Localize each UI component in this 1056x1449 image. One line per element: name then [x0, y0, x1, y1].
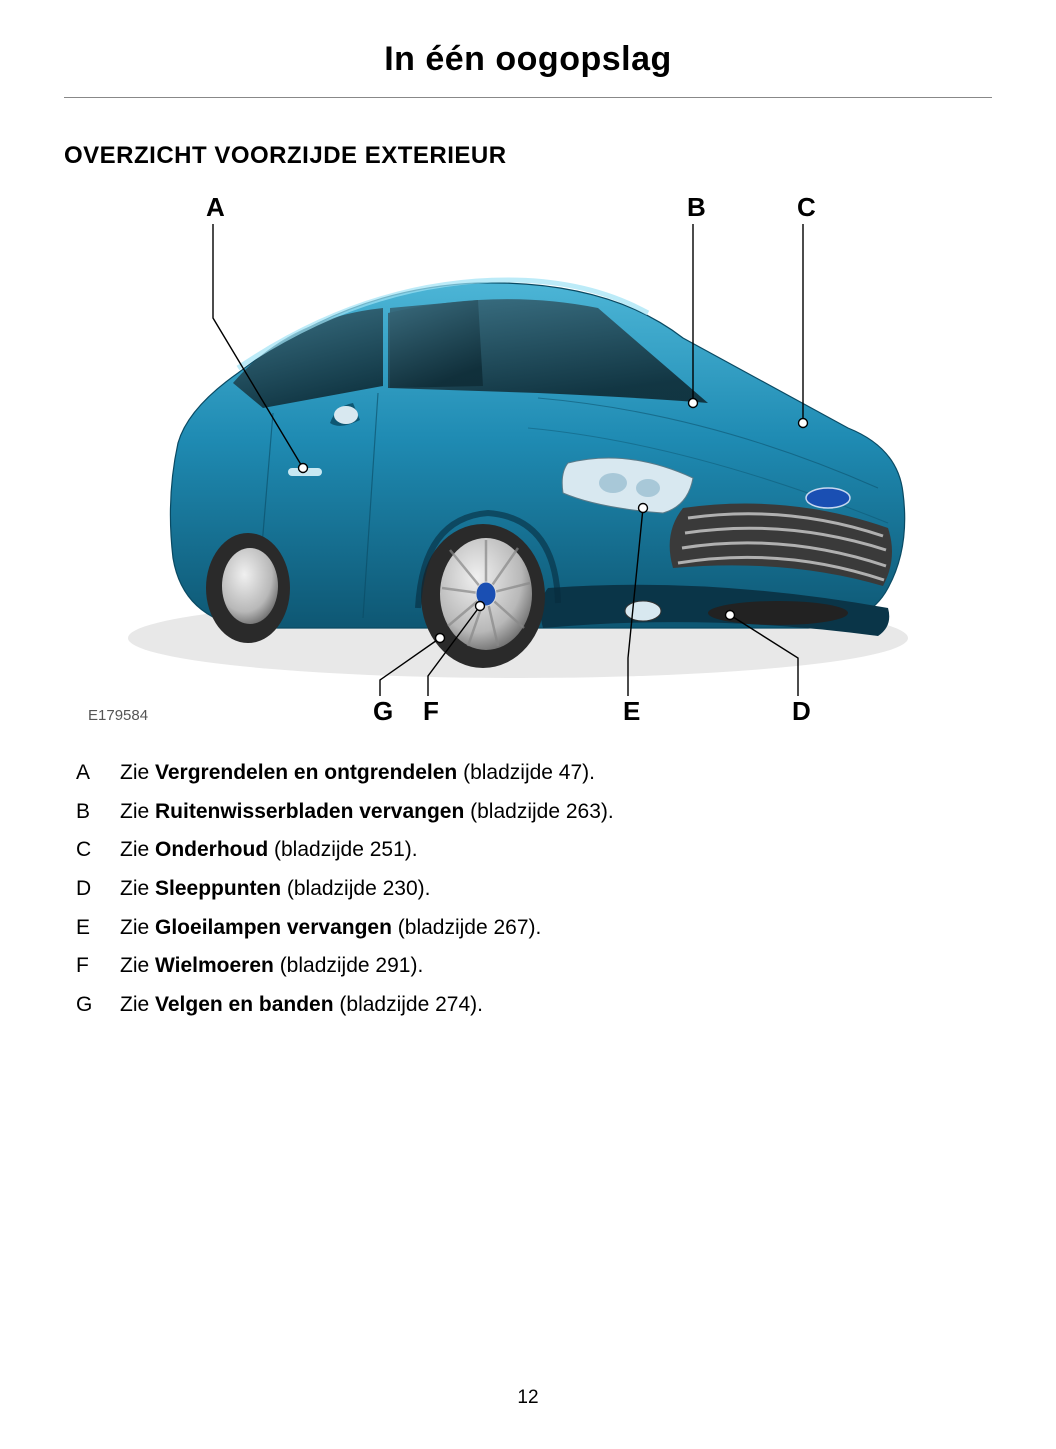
list-item-letter: G [64, 988, 120, 1023]
list-item-letter: D [64, 872, 120, 907]
list-item-text: Zie Velgen en banden (bladzijde 274). [120, 988, 483, 1023]
list-item-letter: E [64, 911, 120, 946]
list-item: F Zie Wielmoeren (bladzijde 291). [64, 949, 992, 984]
callout-label-c: C [795, 192, 818, 223]
list-item-text: Zie Vergrendelen en ontgrendelen (bladzi… [120, 756, 595, 791]
list-item: A Zie Vergrendelen en ontgrendelen (blad… [64, 756, 992, 791]
chapter-title: In één oogopslag [64, 40, 992, 98]
exterior-diagram: A B C D E F G E179584 [88, 188, 968, 728]
list-item: D Zie Sleeppunten (bladzijde 230). [64, 872, 992, 907]
list-item: B Zie Ruitenwisserbladen vervangen (blad… [64, 795, 992, 830]
list-item-text: Zie Gloeilampen vervangen (bladzijde 267… [120, 911, 541, 946]
list-item-text: Zie Wielmoeren (bladzijde 291). [120, 949, 423, 984]
reference-list: A Zie Vergrendelen en ontgrendelen (blad… [64, 756, 992, 1022]
list-item: C Zie Onderhoud (bladzijde 251). [64, 833, 992, 868]
list-item-text: Zie Sleeppunten (bladzijde 230). [120, 872, 430, 907]
list-item-letter: F [64, 949, 120, 984]
callout-label-a: A [204, 192, 227, 223]
section-title: OVERZICHT VOORZIJDE EXTERIEUR [64, 142, 992, 170]
callout-label-d: D [790, 696, 813, 727]
list-item-letter: C [64, 833, 120, 868]
list-item-text: Zie Onderhoud (bladzijde 251). [120, 833, 418, 868]
list-item-text: Zie Ruitenwisserbladen vervangen (bladzi… [120, 795, 614, 830]
list-item-letter: A [64, 756, 120, 791]
callout-label-f: F [421, 696, 441, 727]
image-id: E179584 [88, 707, 148, 724]
list-item-letter: B [64, 795, 120, 830]
callout-label-e: E [621, 696, 642, 727]
car-illustration [88, 188, 968, 728]
list-item: E Zie Gloeilampen vervangen (bladzijde 2… [64, 911, 992, 946]
list-item: G Zie Velgen en banden (bladzijde 274). [64, 988, 992, 1023]
callout-label-g: G [371, 696, 395, 727]
page-number: 12 [0, 1387, 1056, 1409]
callout-label-b: B [685, 192, 708, 223]
